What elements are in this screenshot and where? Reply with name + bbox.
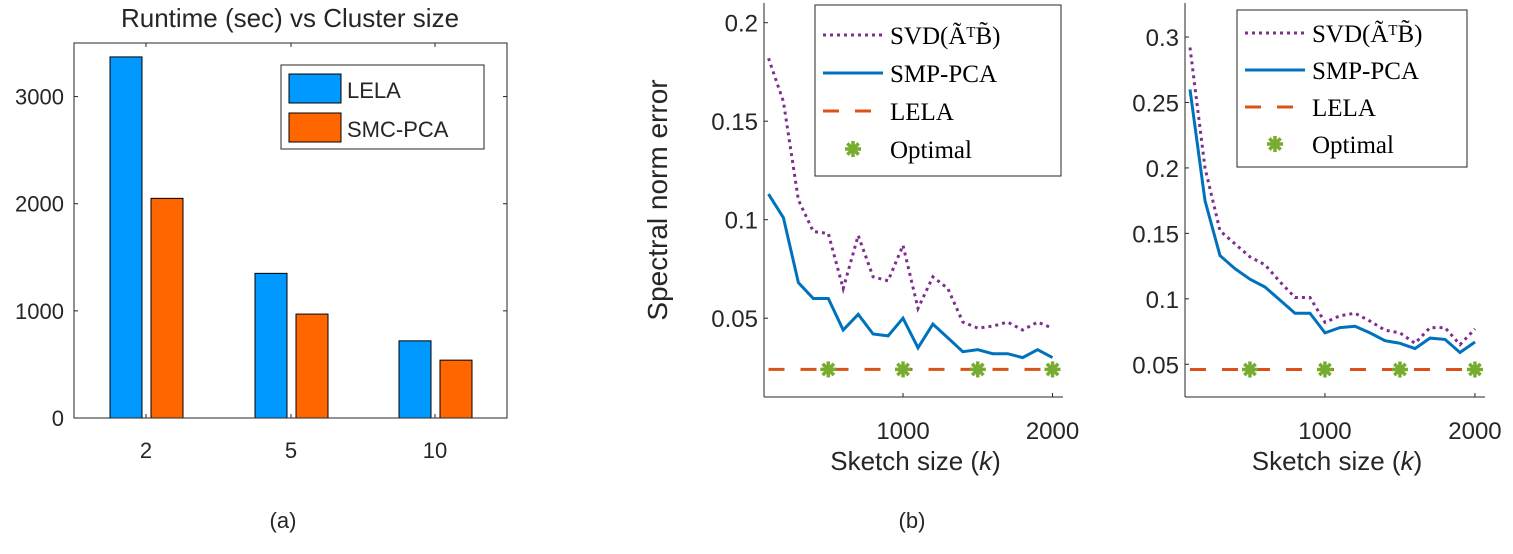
x-tick-label: 1000 [876,418,929,445]
marker-stroke [970,362,985,377]
series-line-SVD(ÃᵀB̃) [1188,47,1477,347]
x-tick-label: 2000 [1448,418,1501,445]
legend-label: SVD(ÃᵀB̃) [890,22,1000,50]
caption-b: (b) [899,508,926,533]
legend: LELA SMC-PCA [280,64,485,150]
x-axis-label: Sketch size (k) [830,446,1001,476]
legend-label: SVD(ÃᵀB̃) [1312,20,1422,48]
marker-stroke [1268,137,1282,151]
legend-label: Optimal [1312,132,1394,159]
series-line-SMP-PCA [1188,89,1476,355]
legend-label: LELA [1312,95,1376,122]
marker-stroke [896,362,910,377]
optimal-marker [1466,361,1483,378]
legend-swatch [288,112,342,143]
legend-label: Optimal [890,137,972,164]
bar-LELA-2 [109,56,143,419]
caption-a: (a) [270,508,297,533]
optimal-marker [1391,361,1408,378]
y-tick-label: 0.05 [1132,352,1179,379]
marker-stroke [821,362,836,377]
x-tick-label: 10 [423,438,447,463]
legend: SVD(ÃᵀB̃) SMP-PCA LELA Optimal [1236,9,1468,168]
marker-stroke [1393,362,1407,377]
y-axis-label: Spectral norm error [642,79,673,320]
series-line-SMP-PCA [767,193,1054,360]
y-tick-label: 0.15 [711,109,758,136]
optimal-marker [969,361,986,378]
marker-stroke [1045,362,1060,377]
optimal-marker [895,361,912,378]
y-tick-label: 3000 [15,85,64,110]
y-tick-label: 0.2 [1146,156,1179,183]
y-tick-label: 0.1 [725,208,758,235]
line-chart-left: 0.05 0.1 0.15 0.2 1000 2000 Sketch size (k) Spe… [642,3,1079,476]
y-tick-label: 0 [52,406,64,431]
legend: SVD(ÃᵀB̃) SMP-PCA LELA Optimal [814,4,1062,177]
marker-stroke [846,142,860,156]
optimal-marker [1316,361,1333,378]
x-tick-label: 5 [285,438,297,463]
y-tick-label: 0.05 [711,306,758,333]
legend-label: LELA [347,78,401,103]
legend-label: SMP-PCA [890,61,997,88]
bar-LELA-10 [398,340,432,419]
x-axis-label: Sketch size (k) [1252,446,1423,476]
bar-SMC-PCA-10 [439,359,473,419]
x-tick-label: 1000 [1298,418,1351,445]
bar-SMC-PCA-2 [150,197,184,419]
y-tick-label: 0.25 [1132,90,1179,117]
optimal-marker [1267,136,1283,152]
x-tick-label: 2 [140,438,152,463]
series-line-SVD(ÃᵀB̃) [767,57,1054,332]
y-tick-label: 0.3 [1146,25,1179,52]
optimal-marker [1241,361,1258,378]
bar-SMC-PCA-5 [295,313,329,419]
marker-stroke [1468,362,1482,377]
bar-chart: Runtime (sec) vs Cluster size 0 1000 2000 30… [15,3,508,463]
x-tick-label: 2000 [1026,418,1079,445]
y-tick-label: 2000 [15,192,64,217]
chart-title: Runtime (sec) vs Cluster size [121,3,459,33]
optimal-marker [1044,361,1061,378]
optimal-marker [845,141,861,157]
y-tick-label: 0.2 [725,11,758,38]
y-tick-label: 0.1 [1146,287,1179,314]
y-tick-label: 1000 [15,299,64,324]
line-chart-right: 0.05 0.1 0.15 0.2 0.25 0.3 1000 2000 Sketch size… [1132,3,1502,476]
bar-LELA-5 [254,272,288,419]
legend-label: SMP-PCA [1312,58,1419,85]
legend-swatch [288,73,342,104]
optimal-marker [820,361,837,378]
legend-label: SMC-PCA [347,117,449,142]
marker-stroke [1318,362,1332,377]
y-tick-label: 0.15 [1132,221,1179,248]
legend-label: LELA [890,99,954,126]
marker-stroke [1243,362,1257,377]
